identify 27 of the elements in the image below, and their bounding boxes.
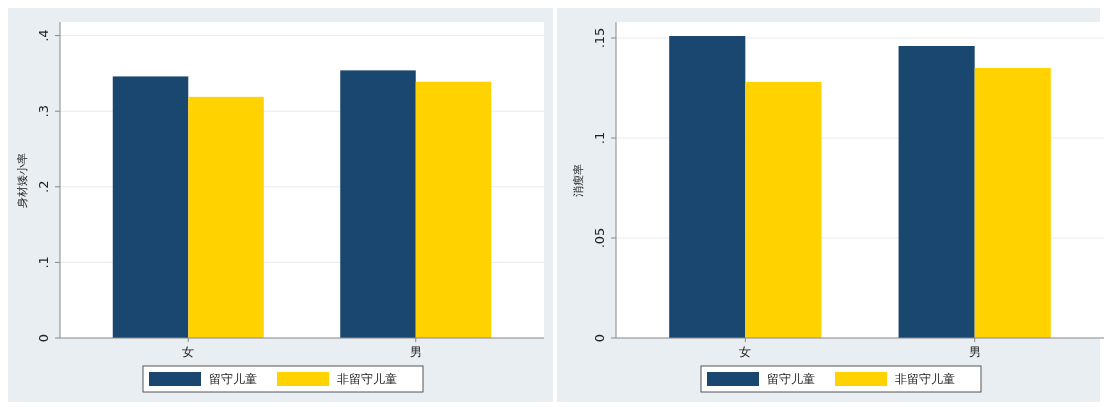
y-axis-title: 消瘦率 [572,163,585,197]
y-tick-label: .4 [36,29,51,42]
legend-label: 留守儿童 [767,372,815,386]
x-tick-label: 女 [739,345,752,359]
legend-label: 留守儿童 [209,372,257,386]
y-tick-label: 0 [36,333,51,343]
bar [974,68,1051,338]
bar [112,76,189,338]
y-tick-label: .1 [36,256,51,269]
bar [188,96,264,338]
bar [745,82,822,338]
y-tick-label: .05 [592,227,607,249]
y-tick-label: .15 [592,27,607,49]
y-axis-title: 身材矮小率 [16,152,29,208]
bar [340,70,416,338]
y-tick-label: 0 [592,333,607,343]
legend-label: 非留守儿童 [337,372,397,386]
bar [669,36,746,338]
x-tick-label: 男 [968,345,981,359]
y-tick-label: .1 [592,131,607,145]
y-tick-label: .3 [36,105,51,118]
bar [415,81,492,338]
bar [898,46,975,338]
x-tick-label: 男 [409,345,422,359]
legend-label: 非留守儿童 [895,372,955,386]
x-tick-label: 女 [182,345,195,359]
y-tick-label: .2 [36,180,51,194]
